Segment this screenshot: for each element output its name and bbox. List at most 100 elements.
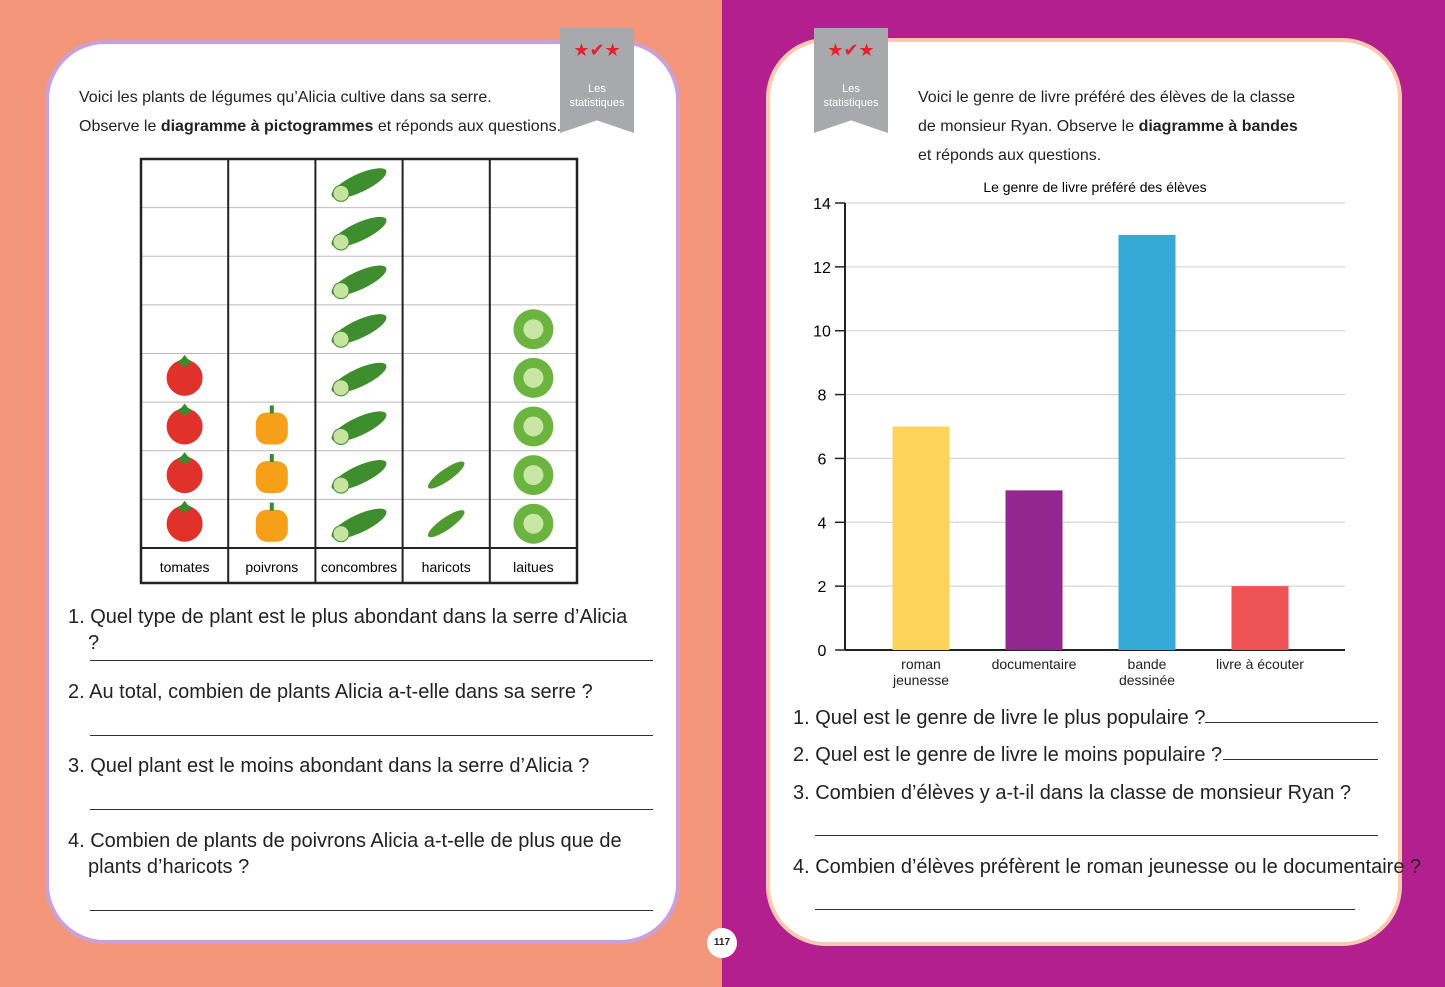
intro-text: et réponds aux questions. bbox=[377, 118, 562, 135]
tab: ★✔★ Les statistiques bbox=[560, 28, 634, 133]
slice bbox=[332, 525, 350, 543]
pictogram-icon bbox=[331, 265, 387, 300]
answer-line bbox=[90, 735, 653, 736]
pictogram-icon bbox=[513, 406, 554, 447]
category-label: tomates bbox=[160, 559, 210, 575]
tomato bbox=[166, 359, 203, 396]
pictogram-icon bbox=[166, 500, 203, 542]
stem bbox=[176, 354, 193, 367]
pictogram-icon bbox=[513, 357, 554, 398]
answer-line bbox=[90, 910, 653, 911]
stem bbox=[176, 500, 193, 513]
intro-line: et réponds aux questions. bbox=[918, 147, 1102, 164]
bean bbox=[427, 510, 465, 538]
answer-line bbox=[815, 909, 1355, 910]
category-label: laitues bbox=[513, 559, 553, 575]
lettuce-heart bbox=[523, 367, 544, 388]
y-tick-label: 4 bbox=[818, 515, 827, 532]
stem bbox=[176, 403, 193, 416]
y-tick-label: 12 bbox=[813, 260, 831, 277]
pepper bbox=[255, 461, 288, 494]
pictogram-icon bbox=[513, 309, 554, 350]
question: 4. Combien de plants de poivrons Alicia … bbox=[68, 830, 622, 878]
lettuce-heart bbox=[523, 513, 544, 534]
intro-bold: diagramme à pictogrammes bbox=[160, 118, 374, 135]
pictogram-icon bbox=[331, 216, 387, 251]
x-tick-label: livre à écouter bbox=[1216, 656, 1304, 672]
pictogram-icon bbox=[513, 455, 554, 496]
stem bbox=[269, 502, 274, 511]
y-tick-label: 0 bbox=[818, 643, 827, 660]
slice bbox=[332, 476, 350, 494]
category-label: haricots bbox=[422, 559, 471, 575]
question: 1. Quel type de plant est le plus abonda… bbox=[68, 606, 628, 654]
y-tick-label: 14 bbox=[813, 196, 831, 213]
question: 3. Quel plant est le moins abondant dans… bbox=[68, 755, 590, 777]
y-tick-label: 8 bbox=[818, 388, 827, 405]
answer-line bbox=[90, 660, 653, 661]
x-tick-label: documentaire bbox=[991, 656, 1077, 672]
lettuce-heart bbox=[523, 319, 544, 340]
stem bbox=[176, 452, 193, 465]
pictogram-icon bbox=[427, 461, 465, 489]
intro-text: Observe le bbox=[79, 118, 157, 135]
page-number: 117 bbox=[707, 928, 737, 958]
slice bbox=[332, 233, 350, 251]
bar-chart: Le genre de livre préféré des élèves 0 2 4 6… bbox=[813, 179, 1345, 660]
slice bbox=[332, 427, 350, 445]
tab-label: Les statistiques bbox=[823, 83, 879, 109]
pictogram-icon bbox=[513, 503, 554, 544]
bar bbox=[892, 426, 950, 650]
pictogram-icon bbox=[166, 403, 203, 445]
tomato bbox=[166, 408, 203, 445]
question: 3. Combien d’élèves y a-t-il dans la cla… bbox=[793, 782, 1352, 804]
pictogram: tomates poivrons concombres haricots laitues bbox=[139, 157, 579, 585]
pictogram-icon bbox=[331, 508, 387, 543]
intro: Voici le genre de livre préféré des élèv… bbox=[918, 83, 1298, 170]
pictogram-icon bbox=[255, 502, 288, 542]
intro: Voici les plants de légumes qu’Alicia cu… bbox=[79, 83, 561, 141]
intro-text: de monsieur Ryan. Observe le bbox=[918, 118, 1135, 135]
pepper bbox=[255, 509, 288, 542]
slice bbox=[332, 379, 350, 397]
answer-line bbox=[815, 835, 1378, 836]
tomato bbox=[166, 457, 203, 494]
pictogram-icon bbox=[427, 510, 465, 538]
answer-line bbox=[90, 809, 653, 810]
intro-line: Voici les plants de légumes qu’Alicia cu… bbox=[79, 89, 492, 106]
tab: ★✔★ Les statistiques bbox=[814, 28, 888, 133]
lettuce-heart bbox=[523, 465, 544, 486]
tomato bbox=[166, 505, 203, 542]
slice bbox=[332, 282, 350, 300]
pictogram-icon bbox=[331, 411, 387, 445]
intro-bold: diagramme à bandes bbox=[1138, 118, 1298, 135]
pictogram-icon bbox=[331, 362, 387, 397]
stem bbox=[269, 405, 274, 414]
y-tick-label: 2 bbox=[818, 579, 827, 596]
intro-line: Voici le genre de livre préféré des élèv… bbox=[918, 89, 1296, 106]
pictogram-icon bbox=[166, 354, 203, 396]
question: 1. Quel est le genre de livre le plus po… bbox=[793, 707, 1206, 729]
chart-title: Le genre de livre préféré des élèves bbox=[983, 179, 1206, 195]
category-label: poivrons bbox=[245, 559, 298, 575]
bar bbox=[1005, 490, 1063, 650]
pepper bbox=[255, 412, 288, 445]
pictogram-icon bbox=[166, 452, 203, 494]
x-tick-label: bande dessinée bbox=[1118, 656, 1176, 688]
stem bbox=[269, 454, 274, 463]
answer-line bbox=[1205, 722, 1378, 723]
pictogram-icon bbox=[331, 168, 387, 202]
bar bbox=[1231, 586, 1289, 650]
lettuce-heart bbox=[523, 416, 544, 437]
y-tick-label: 10 bbox=[813, 324, 831, 341]
question: 4. Combien d’élèves préfèrent le roman j… bbox=[793, 856, 1422, 878]
y-tick-label: 6 bbox=[818, 451, 827, 468]
bean bbox=[427, 461, 465, 489]
answer-line bbox=[1223, 759, 1378, 760]
bar bbox=[1118, 234, 1176, 650]
pictogram-icon bbox=[331, 314, 387, 348]
question: 2. Quel est le genre de livre le moins p… bbox=[793, 744, 1223, 766]
pictogram-icon bbox=[255, 454, 288, 494]
pictogram-icon bbox=[255, 405, 288, 445]
